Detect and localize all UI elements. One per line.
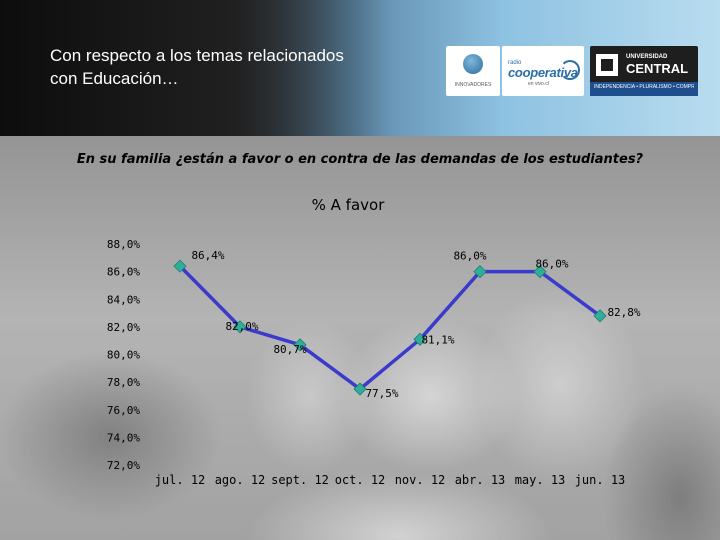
partner-logo: INNOVADORES <box>446 46 500 96</box>
data-label: 86,4% <box>191 249 224 262</box>
series-polyline <box>178 264 602 391</box>
survey-question: En su familia ¿están a favor o en contra… <box>76 152 644 167</box>
data-label: 77,5% <box>365 387 398 400</box>
y-tick-label: 78,0% <box>107 376 140 389</box>
swirl-icon <box>560 60 580 80</box>
background-overlay <box>0 136 720 540</box>
y-tick-label: 72,0% <box>107 459 140 472</box>
y-tick-label: 86,0% <box>107 266 140 279</box>
y-tick-label: 84,0% <box>107 293 140 306</box>
university-line-2: CENTRAL <box>626 61 689 76</box>
university-tagline: INDEPENDENCIA • PLURALISMO • COMPROMISO <box>594 84 694 90</box>
data-point <box>533 265 547 279</box>
y-tick-label: 74,0% <box>107 431 140 444</box>
university-logo: UNIVERSIDAD CENTRAL INDEPENDENCIA • PLUR… <box>590 46 698 96</box>
data-point <box>173 259 187 273</box>
data-point <box>473 265 487 279</box>
y-tick-label: 76,0% <box>107 404 140 417</box>
data-label: 86,0% <box>453 250 486 263</box>
data-point <box>413 332 427 346</box>
university-line-1: UNIVERSIDAD <box>626 54 668 60</box>
data-label: 82,0% <box>225 320 258 333</box>
x-tick-label: jul. 12 <box>155 473 206 487</box>
x-axis: jul. 12 ago. 12 sept. 12 oct. 12 nov. 12 abr.… <box>155 473 626 487</box>
background-photo <box>0 136 720 540</box>
x-tick-label: abr. 13 <box>455 473 506 487</box>
data-label: 86,0% <box>535 258 568 271</box>
data-point <box>593 309 607 323</box>
data-point <box>233 320 247 334</box>
partner-logo-text: INNOVADORES <box>454 82 492 88</box>
data-label: 82,8% <box>607 306 640 319</box>
y-axis: 72,0% 74,0% 76,0% 78,0% 80,0% 82,0% 84,0% 86,0%… <box>107 238 140 472</box>
data-point <box>293 338 307 352</box>
page-title-line-2: con Educación… <box>50 69 179 88</box>
page-title: Con respecto a los temas relacionados co… <box>50 44 390 90</box>
x-tick-label: ago. 12 <box>215 473 266 487</box>
x-tick-label: oct. 12 <box>335 473 386 487</box>
globe-icon <box>463 54 483 74</box>
page-title-line-1: Con respecto a los temas relacionados <box>50 46 344 65</box>
data-point <box>353 382 367 396</box>
y-tick-label: 88,0% <box>107 238 140 251</box>
cooperativa-radio-text: radio <box>508 60 522 66</box>
header-dark-area <box>0 0 390 136</box>
y-tick-label: 80,0% <box>107 349 140 362</box>
series-line: 86,4% 82,0% 80,7% 77,5% 81,1% 86,0% 86,0% 82,8% <box>173 249 641 400</box>
chart-title: % A favor <box>312 196 386 214</box>
x-tick-label: jun. 13 <box>575 473 626 487</box>
x-tick-label: may. 13 <box>515 473 566 487</box>
data-label: 80,7% <box>273 343 306 356</box>
university-emblem-icon <box>596 54 618 76</box>
x-tick-label: sept. 12 <box>271 473 329 487</box>
x-tick-label: nov. 12 <box>395 473 446 487</box>
cooperativa-logo: radio cooperativa en vivo.cl <box>502 46 584 96</box>
header-banner: Con respecto a los temas relacionados co… <box>0 0 720 136</box>
university-tagline-strip: INDEPENDENCIA • PLURALISMO • COMPROMISO <box>590 82 698 96</box>
cooperativa-sub-text: en vivo.cl <box>528 81 549 87</box>
data-label: 81,1% <box>421 333 454 346</box>
y-tick-label: 82,0% <box>107 321 140 334</box>
